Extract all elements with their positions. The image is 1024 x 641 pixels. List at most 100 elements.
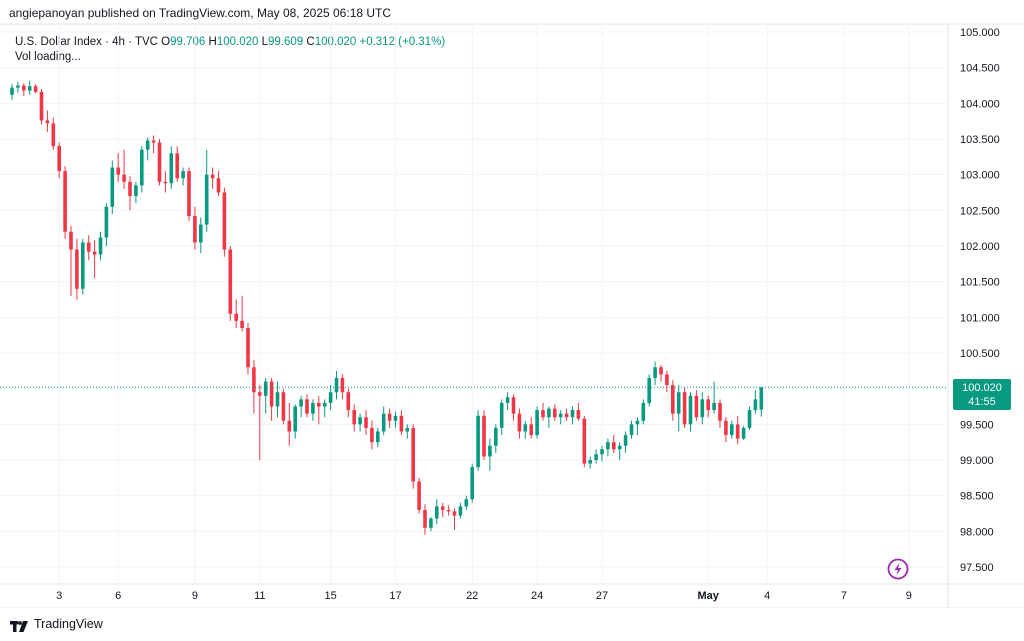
candle <box>541 402 545 421</box>
low-value: 99.609 <box>268 36 304 48</box>
candle <box>181 167 185 186</box>
time-axis[interactable]: 3 6 9 11 15 17 22 24 27 May 4 7 9 <box>56 590 912 602</box>
candle-body <box>635 420 640 425</box>
candle <box>16 81 20 93</box>
candle-body <box>724 420 728 436</box>
candle-body <box>57 146 61 172</box>
candle-body <box>51 123 56 147</box>
candle-body <box>275 392 280 407</box>
candle <box>423 504 427 535</box>
price-tick-label: 100.500 <box>960 348 1000 360</box>
candle <box>104 203 109 246</box>
candle <box>33 84 38 94</box>
candle-body <box>576 410 581 419</box>
candle <box>92 240 97 279</box>
candle-body <box>199 224 203 243</box>
candle <box>75 238 79 300</box>
candle <box>558 410 563 425</box>
price-axis[interactable]: 105.000 104.500 104.000 103.500 103.000 102.5… <box>960 27 1000 574</box>
candle-body <box>623 435 628 446</box>
candle-body <box>387 413 392 421</box>
price-tick-label: 98.500 <box>960 491 994 503</box>
candle-body <box>612 442 616 450</box>
candle-body <box>322 402 327 407</box>
candle-body <box>358 417 362 425</box>
time-tick-label: 3 <box>56 590 62 602</box>
candle <box>676 385 681 432</box>
price-tick-label: 98.000 <box>960 526 994 538</box>
chart-grid <box>0 23 1024 608</box>
candle-body <box>730 424 734 436</box>
candle-body <box>476 415 480 468</box>
candle <box>458 502 463 519</box>
candle-body <box>376 431 380 443</box>
candle-body <box>393 415 398 421</box>
candle <box>694 390 699 421</box>
candle-body <box>594 454 598 460</box>
candle <box>735 415 740 445</box>
candle <box>376 427 380 448</box>
candle <box>435 499 439 525</box>
candle <box>358 413 362 432</box>
candle-body <box>499 402 504 428</box>
candle <box>240 295 244 332</box>
candle <box>228 246 233 321</box>
candlestick-chart[interactable]: 105.000 104.500 104.000 103.500 103.000 102.5… <box>0 0 1024 608</box>
candle-body <box>617 445 622 450</box>
candle-body <box>110 167 115 207</box>
time-tick-label: 17 <box>389 590 401 602</box>
candle-body <box>588 460 592 464</box>
candle <box>387 408 392 428</box>
candle-body <box>234 313 238 321</box>
candle-body <box>405 427 410 432</box>
candle <box>706 395 710 418</box>
footer: TradingView <box>10 617 103 632</box>
candle-body <box>216 178 221 193</box>
candle <box>381 406 386 436</box>
candle-body <box>494 427 498 446</box>
lightning-icon[interactable] <box>887 558 909 580</box>
close-value: 100.020 <box>314 36 357 48</box>
candle-body <box>39 91 44 121</box>
candle <box>22 83 26 97</box>
candle <box>346 388 351 418</box>
chart-legend: U.S. Dollar Index · 4h · TVC O99.706 H10… <box>15 34 445 51</box>
candle-body <box>429 518 433 528</box>
candle-body <box>328 392 333 403</box>
candle <box>647 374 651 407</box>
tradingview-logo-icon[interactable] <box>10 619 28 632</box>
candle <box>730 420 734 439</box>
high-value: 100.020 <box>216 36 259 48</box>
tradingview-brand[interactable]: TradingView <box>34 617 103 631</box>
candle-body <box>263 381 268 396</box>
candle-body <box>458 506 463 516</box>
candle <box>269 377 274 421</box>
candle-body <box>63 171 67 232</box>
candle-body <box>128 181 132 197</box>
candle <box>682 387 687 428</box>
candle-body <box>45 120 50 124</box>
candle <box>440 502 445 518</box>
candle-body <box>653 367 657 378</box>
candle <box>39 89 44 125</box>
candle <box>281 388 286 425</box>
candle-body <box>735 424 740 439</box>
candle <box>753 390 758 414</box>
candle-body <box>86 242 91 252</box>
price-tick-label: 102.500 <box>960 205 1000 217</box>
candle-body <box>647 377 651 403</box>
candle <box>712 381 716 414</box>
candle <box>128 176 132 211</box>
candle <box>163 171 168 193</box>
candle <box>688 392 693 432</box>
candle-body <box>452 511 457 516</box>
symbol-label[interactable]: U.S. Dollar Index · 4h · TVC <box>15 36 158 48</box>
candle-body <box>163 181 168 184</box>
candle <box>234 299 238 329</box>
candle-body <box>204 174 209 225</box>
candle-body <box>269 381 274 407</box>
candle <box>204 149 209 232</box>
candle <box>370 420 374 450</box>
candle-body <box>600 449 604 455</box>
last-price-text: 100.020 <box>962 382 1002 394</box>
